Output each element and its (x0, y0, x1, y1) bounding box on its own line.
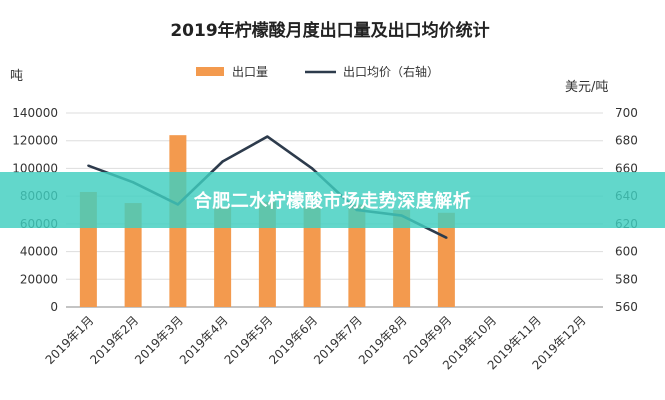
bar (303, 207, 321, 307)
right-tick-label: 560 (615, 300, 638, 314)
left-tick-label: 0 (50, 300, 58, 314)
line-point (87, 164, 90, 167)
chart-title: 2019年柠檬酸月度出口量及出口均价统计 (170, 20, 489, 41)
legend-line-label: 出口均价（右轴） (343, 64, 439, 79)
bar (348, 204, 366, 307)
line-point (445, 236, 448, 239)
line-point (310, 167, 314, 170)
line-point (266, 135, 269, 138)
right-axis-unit: 美元/吨 (565, 80, 608, 95)
right-tick-label: 600 (615, 245, 638, 259)
legend-bar-label: 出口量 (232, 65, 268, 79)
right-tick-label: 700 (615, 106, 638, 120)
bar (393, 210, 411, 307)
bar (258, 201, 276, 307)
bar (214, 207, 232, 307)
line-point (221, 160, 224, 163)
left-tick-label: 20000 (20, 272, 58, 286)
right-tick-label: 660 (615, 161, 638, 175)
left-tick-label: 120000 (12, 134, 58, 148)
legend-bar-swatch (196, 67, 224, 76)
title-banner: 合肥二水柠檬酸市场走势深度解析 (0, 172, 665, 228)
banner-title: 合肥二水柠檬酸市场走势深度解析 (193, 191, 472, 212)
right-tick-label: 680 (615, 134, 638, 148)
bar (124, 203, 142, 307)
left-axis-unit: 吨 (10, 69, 23, 84)
x-axis: 2019年1月2019年2月2019年3月2019年4月2019年5月2019年… (43, 313, 589, 372)
left-tick-label: 140000 (12, 106, 58, 120)
legend: 出口量 出口均价（右轴） (196, 64, 439, 79)
left-tick-label: 40000 (20, 245, 58, 259)
right-tick-label: 580 (615, 272, 638, 286)
left-tick-label: 100000 (12, 161, 58, 175)
